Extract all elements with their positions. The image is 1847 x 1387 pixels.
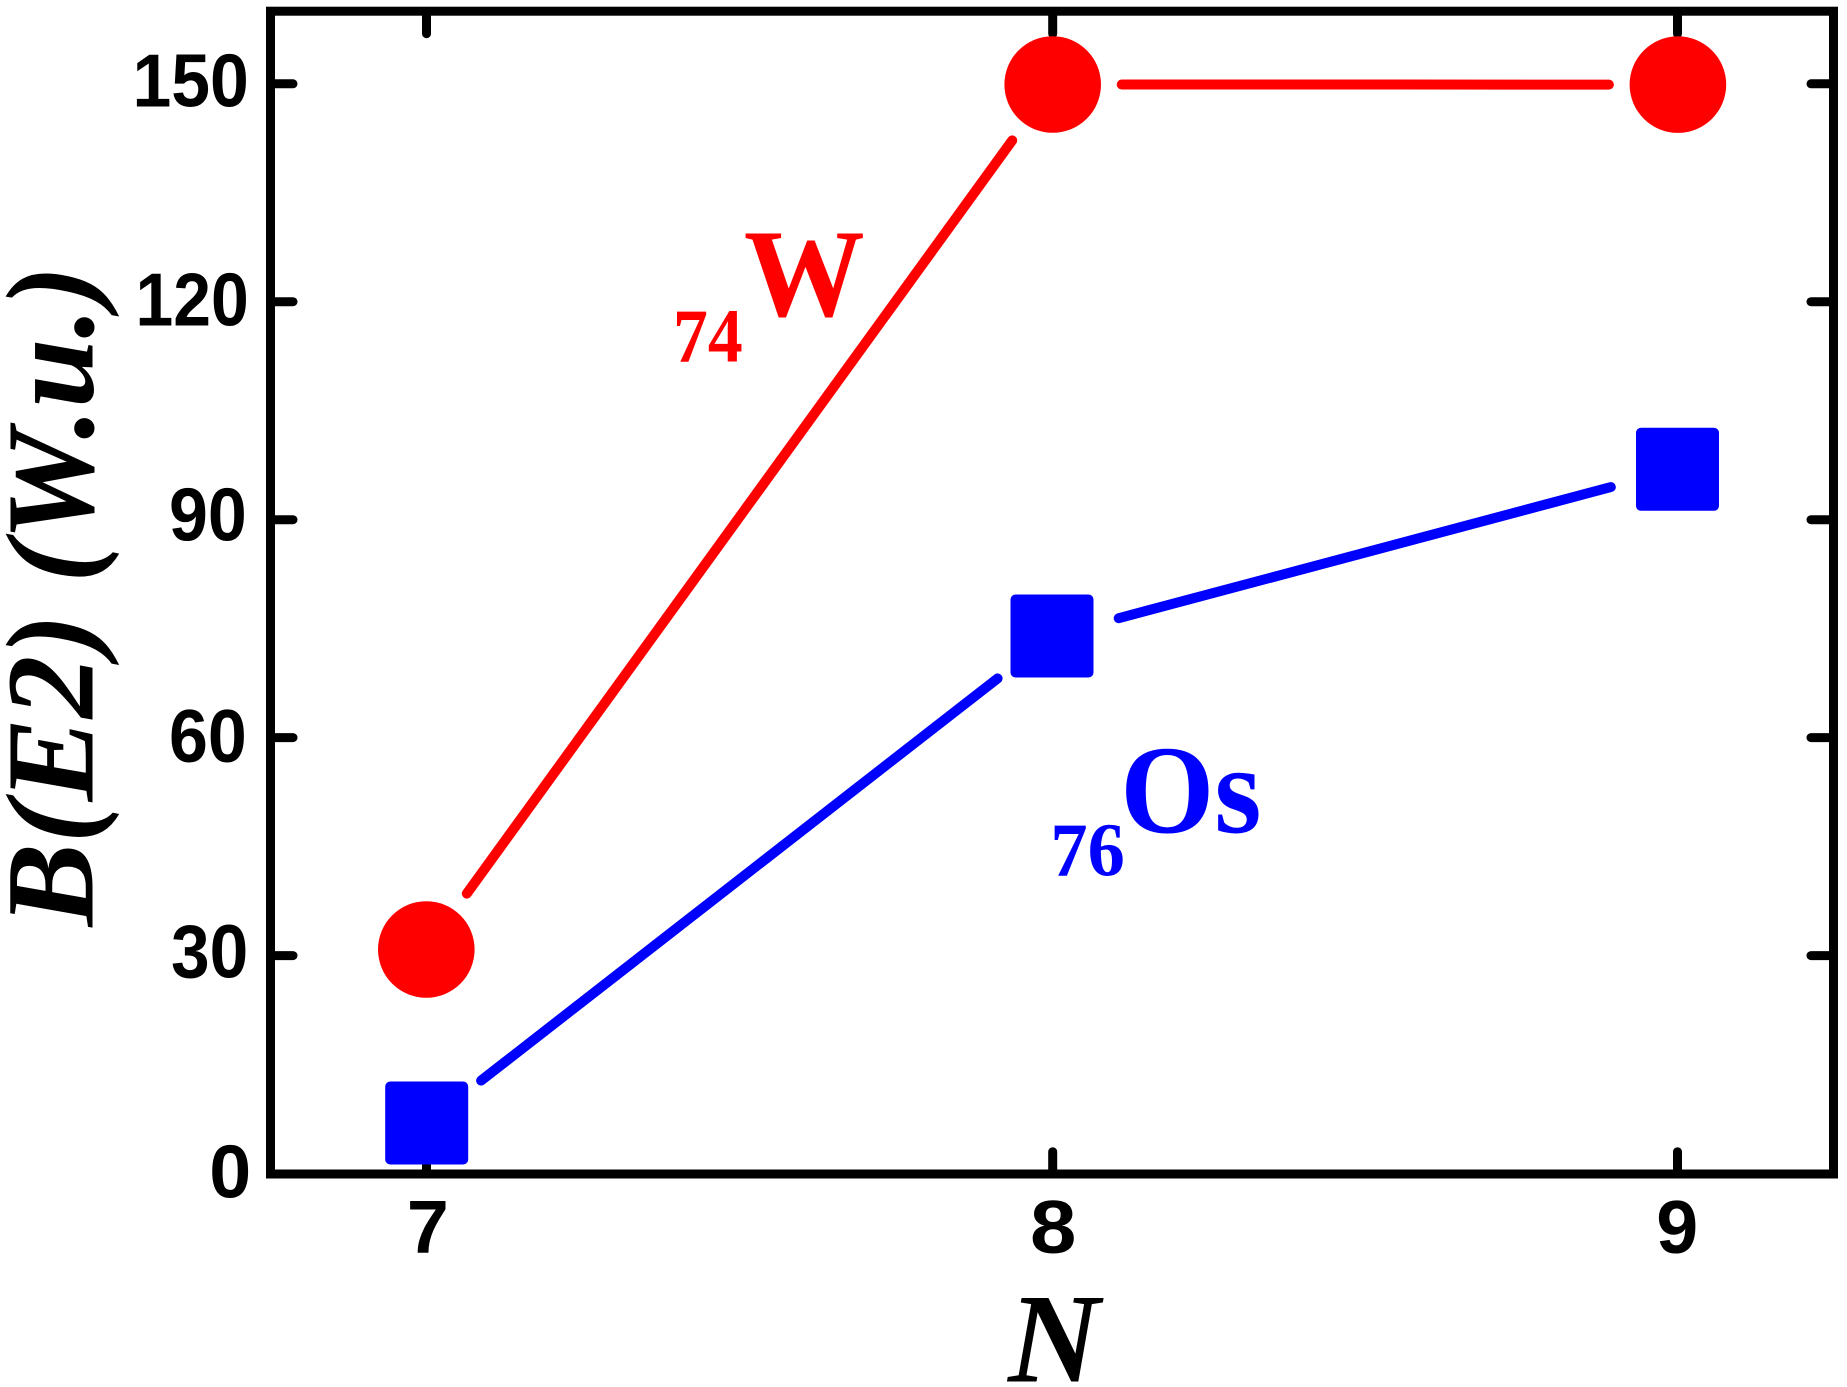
svg-text:B(E2) (W.u.): B(E2) (W.u.) bbox=[0, 266, 120, 929]
svg-text:74: 74 bbox=[673, 294, 743, 378]
svg-text:60: 60 bbox=[169, 695, 247, 779]
svg-text:Os: Os bbox=[1120, 720, 1261, 860]
svg-text:N: N bbox=[1006, 1270, 1104, 1387]
svg-text:8: 8 bbox=[1030, 1185, 1076, 1269]
svg-text:150: 150 bbox=[133, 39, 249, 123]
svg-text:120: 120 bbox=[136, 258, 249, 342]
svg-text:76: 76 bbox=[1050, 809, 1124, 893]
svg-text:0: 0 bbox=[209, 1130, 251, 1214]
svg-text:90: 90 bbox=[169, 473, 247, 557]
svg-text:30: 30 bbox=[171, 910, 248, 994]
svg-text:W: W bbox=[744, 204, 865, 344]
svg-text:9: 9 bbox=[1656, 1185, 1698, 1269]
svg-text:7: 7 bbox=[407, 1185, 449, 1269]
